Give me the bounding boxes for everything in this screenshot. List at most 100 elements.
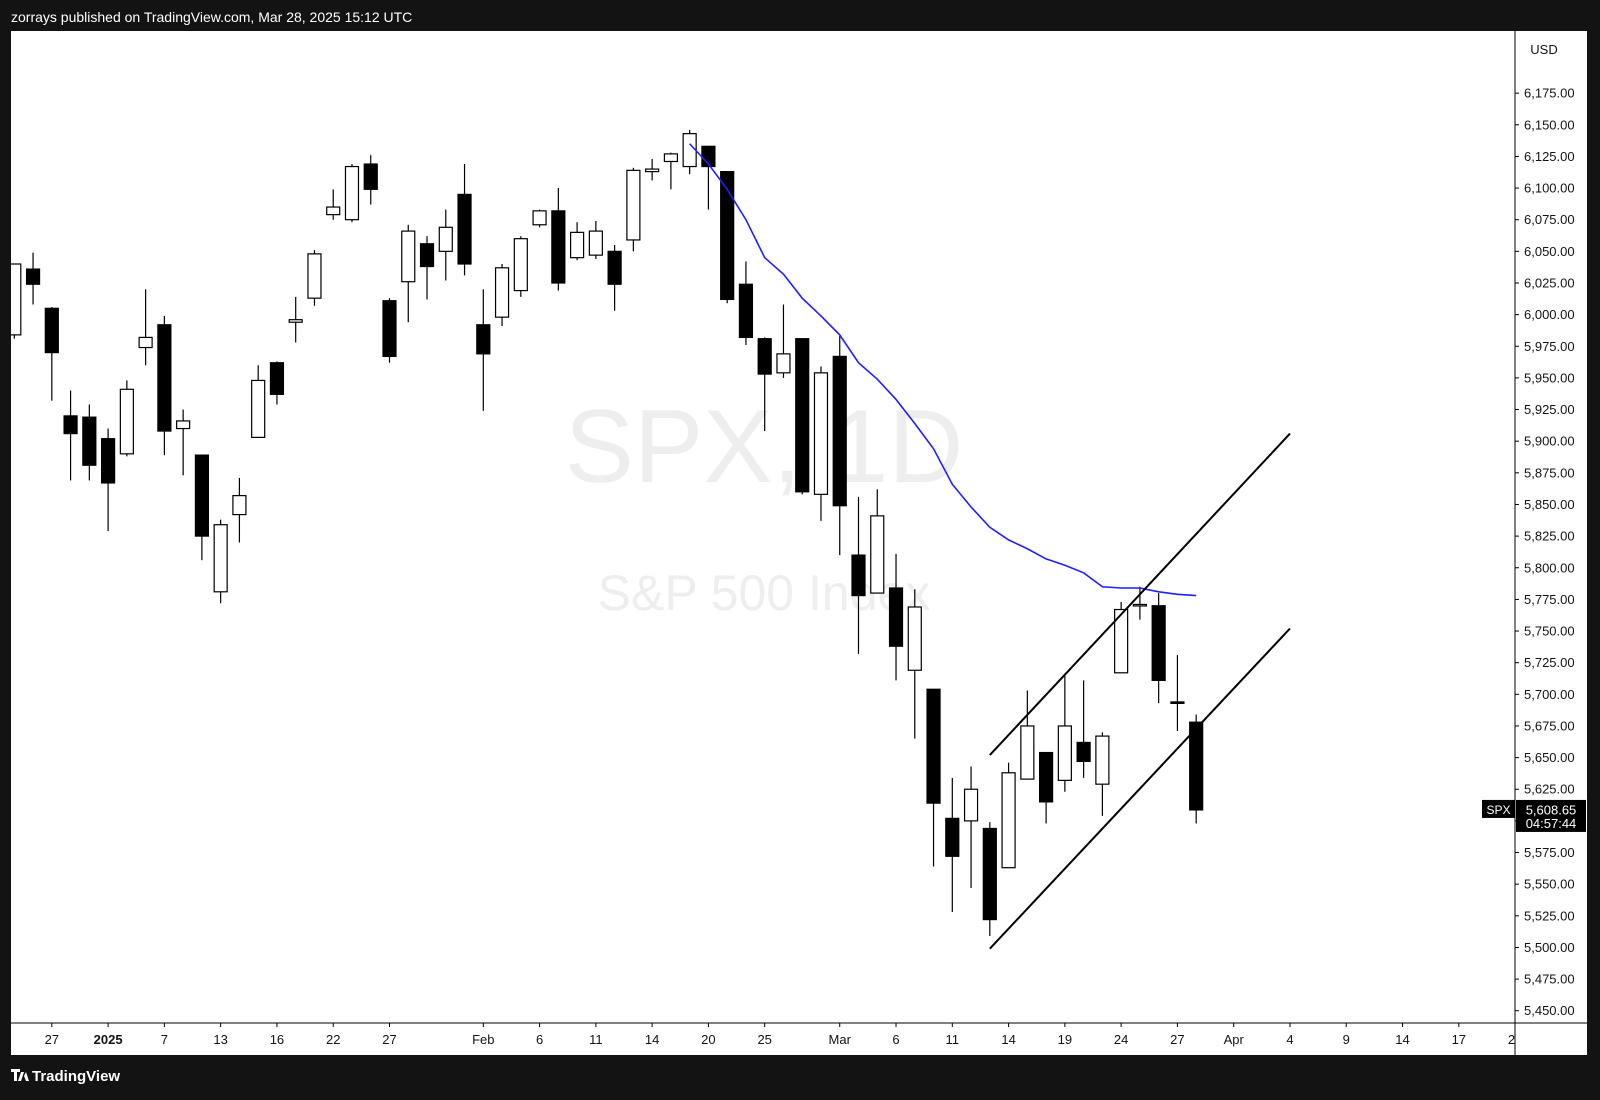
- candle-body: [494, 267, 510, 318]
- x-tick-label: 14: [1395, 1032, 1409, 1047]
- y-tick-label: 5,750.00: [1524, 624, 1575, 639]
- candle-body: [776, 353, 791, 374]
- candle-body: [569, 231, 585, 259]
- header-text: zorrays published on TradingView.com, Ma…: [11, 9, 412, 25]
- candle-body: [438, 226, 453, 252]
- candle-body: [82, 416, 97, 466]
- x-tick-label: 27: [1170, 1032, 1184, 1047]
- y-tick-label: 5,575.00: [1524, 845, 1575, 860]
- y-tick-label: 5,800.00: [1524, 560, 1575, 575]
- candle-body: [1189, 721, 1204, 811]
- y-tick-label: 5,850.00: [1524, 497, 1575, 512]
- y-tick-label: 5,975.00: [1524, 339, 1575, 354]
- x-tick-label: 14: [1001, 1032, 1015, 1047]
- last-price-label: 5,608.65: [1526, 802, 1577, 817]
- x-tick-label: 11: [589, 1032, 603, 1047]
- candle-body: [401, 230, 416, 283]
- candle-body: [119, 388, 134, 455]
- symbol-label: SPX: [1486, 803, 1510, 817]
- countdown-label: 04:57:44: [1526, 816, 1577, 831]
- x-tick-label: 19: [1058, 1032, 1072, 1047]
- candle-body: [607, 250, 622, 285]
- candle-body: [476, 324, 491, 355]
- y-tick-label: 5,925.00: [1524, 402, 1575, 417]
- y-tick-label: 5,675.00: [1524, 718, 1575, 733]
- candle-body: [888, 587, 904, 647]
- y-tick-label: 5,875.00: [1524, 465, 1575, 480]
- candle-body: [157, 324, 172, 432]
- x-tick-label: 13: [213, 1032, 227, 1047]
- candle-body: [1020, 725, 1035, 780]
- candle-body: [757, 338, 772, 375]
- x-tick-label: 16: [270, 1032, 284, 1047]
- candle-body: [251, 379, 266, 438]
- x-tick-label: 25: [757, 1032, 771, 1047]
- candle-body: [1038, 751, 1054, 803]
- candle-body: [1170, 701, 1185, 705]
- candle-body: [363, 163, 378, 190]
- x-tick-label: 22: [326, 1032, 340, 1047]
- y-tick-label: 6,175.00: [1524, 86, 1575, 101]
- y-tick-label: 5,525.00: [1524, 908, 1575, 923]
- candle-body: [945, 817, 960, 857]
- watermark-title: SPX, 1D: [565, 389, 964, 505]
- candle-body: [44, 307, 59, 354]
- y-tick-label: 5,625.00: [1524, 782, 1575, 797]
- y-tick-label: 5,700.00: [1524, 687, 1575, 702]
- candle-body: [100, 438, 116, 484]
- y-tick-label: 5,475.00: [1524, 972, 1575, 987]
- candle-body: [307, 253, 322, 299]
- x-tick-label: 27: [45, 1032, 59, 1047]
- x-tick-label: Mar: [829, 1032, 852, 1047]
- y-tick-label: 6,075.00: [1524, 212, 1575, 227]
- y-tick-label: 5,650.00: [1524, 750, 1575, 765]
- y-tick-label: 5,775.00: [1524, 592, 1575, 607]
- candle-body: [344, 165, 360, 221]
- candle-body: [194, 454, 209, 537]
- y-tick-label: 6,100.00: [1524, 181, 1575, 196]
- candle-body: [288, 319, 303, 323]
- candle-body: [11, 263, 22, 336]
- candle-body: [513, 238, 528, 292]
- candle-body: [738, 283, 754, 339]
- candle-body: [532, 210, 547, 226]
- time-axis: 27 2025 7 13 16 22 27 Feb 6 11 14 20 25 Mar 6 11 14 19 24 2…: [45, 1023, 1515, 1047]
- candle-body: [795, 338, 810, 493]
- candle-body: [138, 336, 153, 349]
- price-axis: 5,450.00 5,475.00 5,500.00 5,525.00 5,550.00…: [1482, 86, 1586, 1018]
- x-tick-label: 9: [1343, 1032, 1350, 1047]
- brand-icon: [11, 1069, 29, 1081]
- candle-body: [832, 355, 847, 507]
- x-tick-label: Feb: [472, 1032, 494, 1047]
- candle-body: [213, 524, 228, 593]
- candle-body: [25, 268, 41, 285]
- candle-body: [232, 495, 247, 516]
- trendline: [989, 627, 1291, 950]
- y-tick-label: 5,450.00: [1524, 1003, 1575, 1018]
- brand-logo: TradingView: [11, 1068, 120, 1085]
- candle-body: [870, 515, 885, 594]
- y-tick-label: 5,500.00: [1524, 940, 1575, 955]
- y-tick-label: 6,150.00: [1524, 117, 1575, 132]
- candle-body: [419, 243, 435, 268]
- y-tick-label: 6,125.00: [1524, 149, 1575, 164]
- x-tick-label: 14: [645, 1032, 659, 1047]
- y-tick-label: 5,950.00: [1524, 370, 1575, 385]
- candle-body: [269, 362, 285, 395]
- y-tick-label: 5,725.00: [1524, 655, 1575, 670]
- x-tick-label: 2025: [94, 1032, 123, 1047]
- candle-body: [813, 372, 829, 495]
- candle-body: [851, 554, 866, 597]
- candle-body: [1095, 735, 1110, 785]
- x-tick-label: Apr: [1224, 1032, 1245, 1047]
- x-tick-label: 11: [946, 1032, 960, 1047]
- currency-label: USD: [1530, 42, 1557, 57]
- y-tick-label: 6,025.00: [1524, 275, 1575, 290]
- candle-body: [907, 606, 922, 671]
- y-tick-label: 5,825.00: [1524, 529, 1575, 544]
- candle-body: [176, 420, 191, 430]
- x-tick-label: 24: [1114, 1032, 1128, 1047]
- trendline: [989, 432, 1291, 756]
